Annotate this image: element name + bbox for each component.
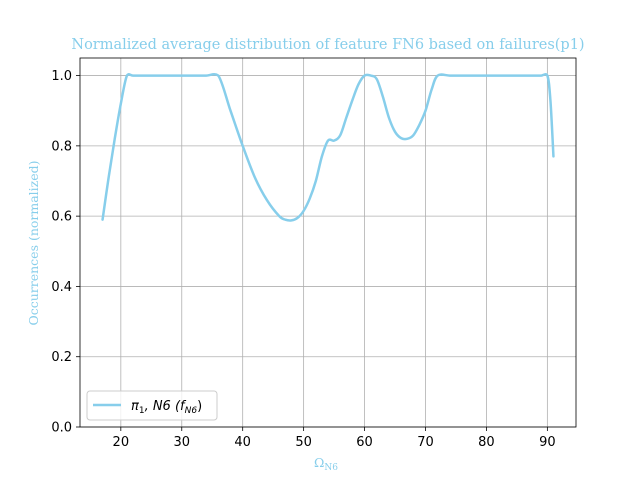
y-tick-label: 0.2 bbox=[51, 350, 72, 365]
x-tick-label: 20 bbox=[113, 435, 130, 450]
x-tick-label: 40 bbox=[234, 435, 251, 450]
x-axis-label: ΩN6 bbox=[314, 455, 338, 473]
chart-title: Normalized average distribution of featu… bbox=[71, 37, 584, 53]
x-tick-label: 60 bbox=[356, 435, 373, 450]
x-tick-label: 80 bbox=[478, 435, 495, 450]
x-tick-label: 30 bbox=[173, 435, 190, 450]
y-tick-label: 0.6 bbox=[51, 210, 72, 225]
axes-frame bbox=[79, 57, 577, 428]
y-tick-label: 0.4 bbox=[51, 280, 72, 295]
series-line bbox=[101, 73, 555, 222]
series-layer bbox=[101, 73, 555, 222]
legend: π1, N6 (fN6) bbox=[86, 390, 218, 421]
grid-lines bbox=[80, 58, 576, 428]
legend-box bbox=[86, 390, 218, 421]
y-axis-label: Occurrences (normalized) bbox=[26, 160, 41, 325]
x-axis-ticks: 20 30 40 50 60 70 80 90 bbox=[113, 427, 556, 450]
y-tick-label: 1.0 bbox=[51, 69, 72, 84]
y-tick-label: 0.8 bbox=[51, 139, 72, 154]
y-axis-ticks: 0.0 0.2 0.4 0.6 0.8 1.0 bbox=[51, 69, 80, 436]
x-tick-label: 50 bbox=[295, 435, 312, 450]
x-tick-label: 70 bbox=[417, 435, 434, 450]
x-tick-label: 90 bbox=[539, 435, 556, 450]
y-tick-label: 0.0 bbox=[51, 421, 72, 436]
legend-label: π1, N6 (fN6) bbox=[131, 399, 202, 416]
